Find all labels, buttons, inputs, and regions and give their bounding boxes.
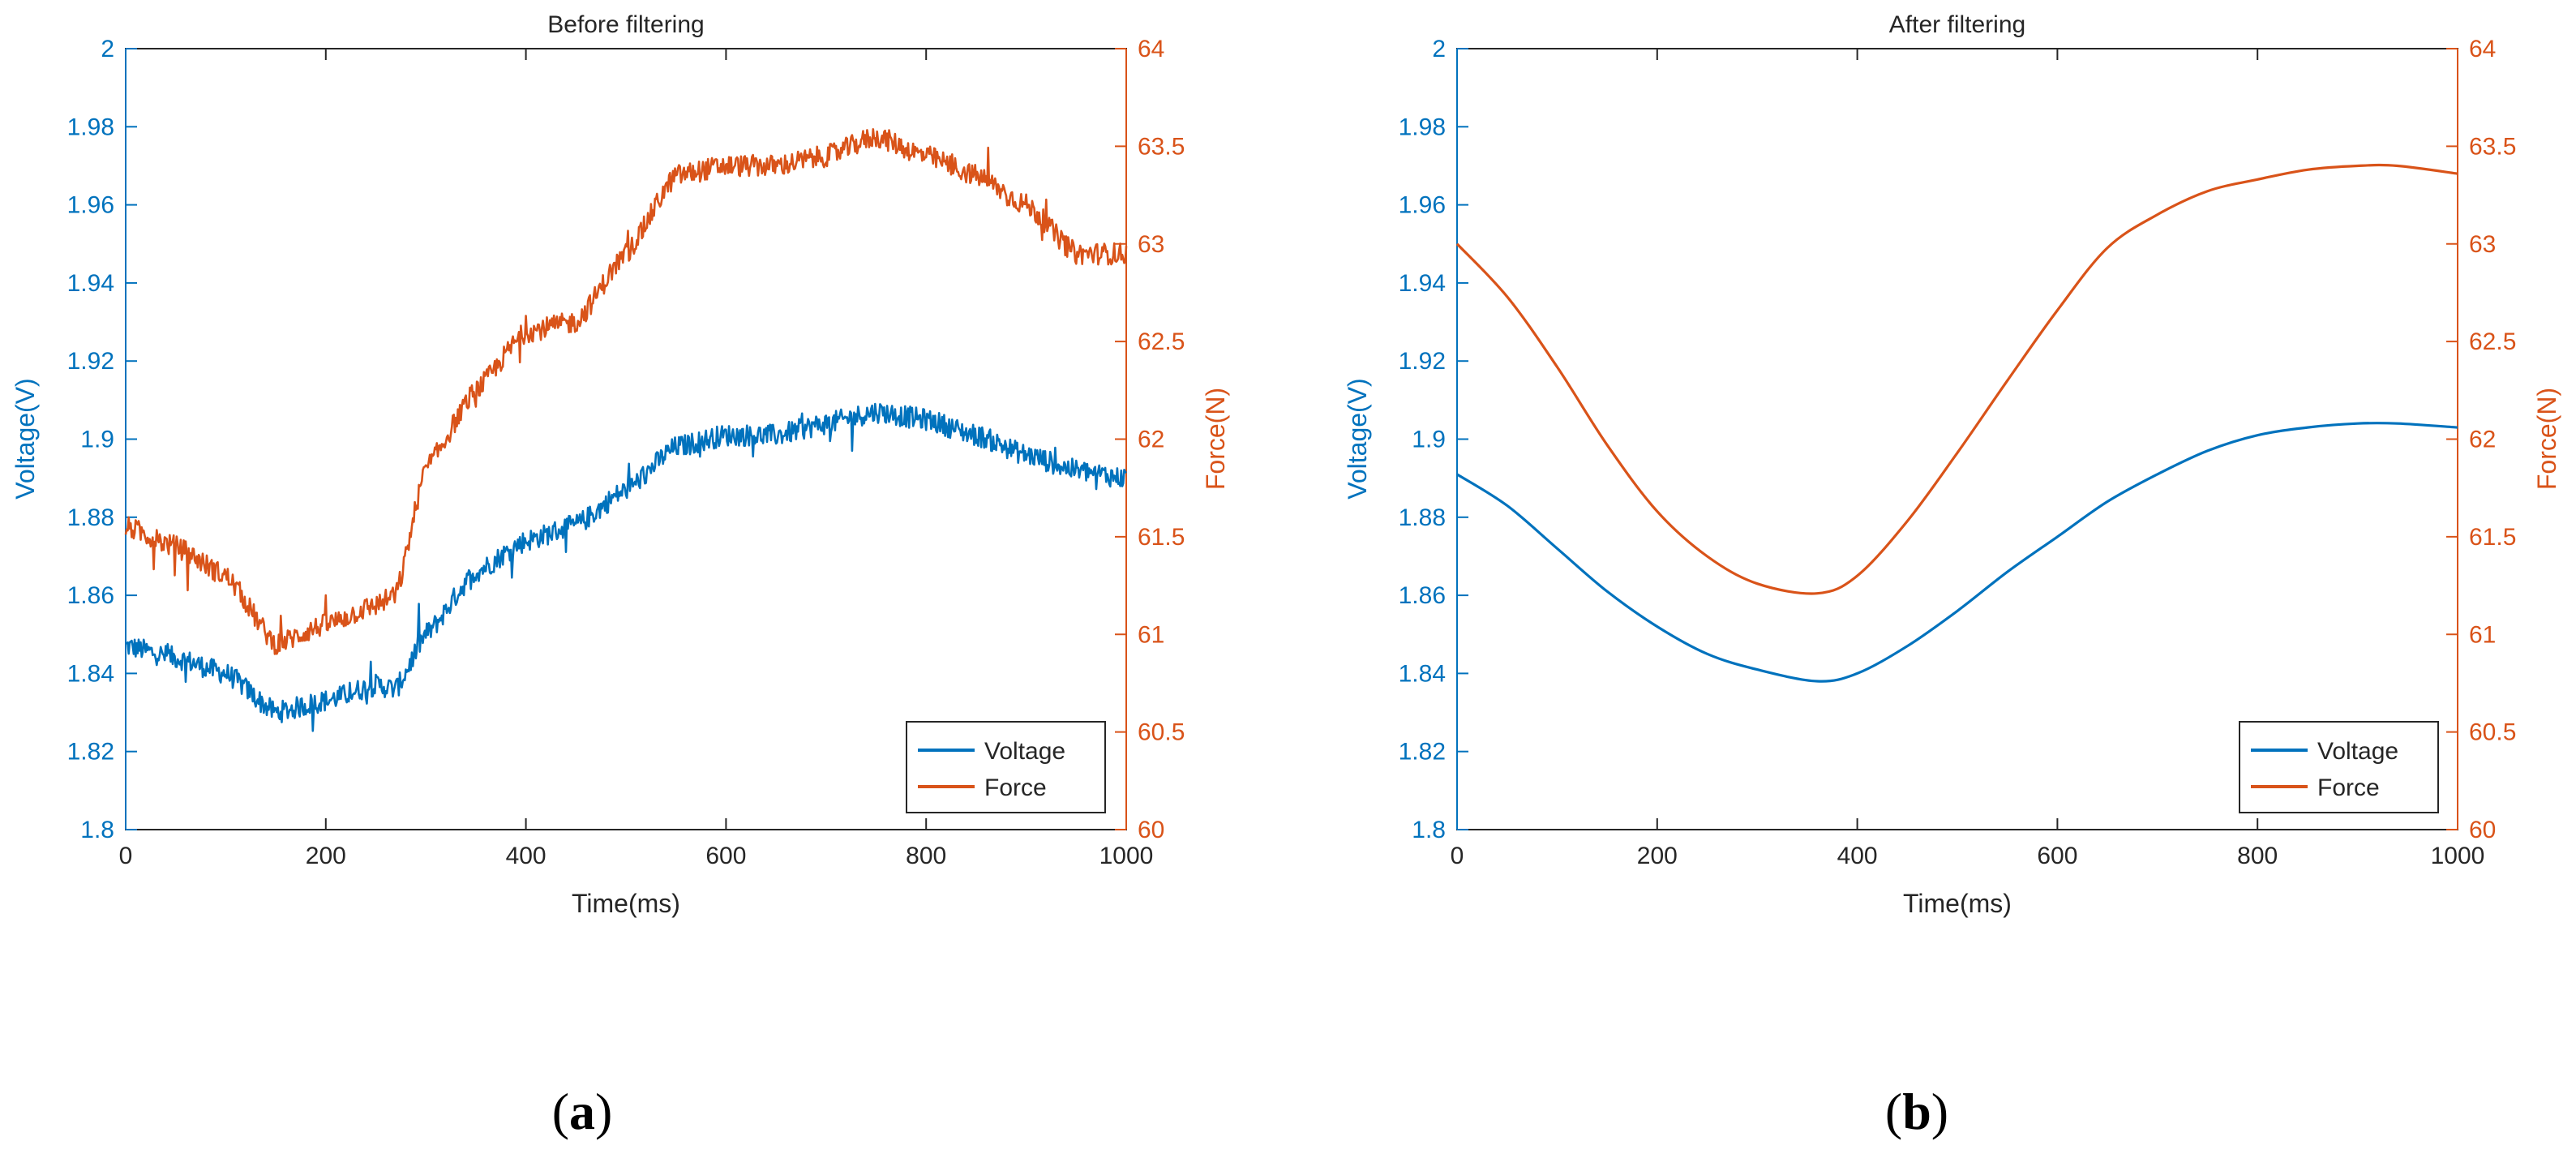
y-left-tick-label-a: 1.82 [67, 739, 114, 766]
x-tick-label-b: 600 [2037, 843, 2077, 869]
legend-label-voltage-a: Voltage [984, 738, 1065, 765]
y-left-tick-label-a: 1.94 [67, 270, 114, 297]
legend-a: Voltage Force [906, 721, 1106, 813]
y-left-tick-label-a: 1.88 [67, 504, 114, 531]
x-axis-label-b: Time(ms) [1903, 889, 2012, 918]
y-right-tick-label-b: 62 [2469, 427, 2496, 453]
y-left-tick-label-a: 1.8 [80, 817, 114, 843]
chart-panel-b: 0 200 400 600 800 1000 1.8 1.82 1.84 1.86 1.88 1.9… [1343, 11, 2561, 1140]
y-right-ticks-b: 60 60.5 61 61.5 62 62.5 63 63.5 64 [2446, 36, 2516, 843]
y-left-tick-label-b: 1.84 [1399, 660, 1446, 687]
y-right-tick-label-b: 61 [2469, 621, 2496, 648]
chart-title-a: Before filtering [547, 11, 704, 38]
y-left-tick-label-a: 1.86 [67, 582, 114, 609]
y-right-tick-label-b: 63 [2469, 231, 2496, 258]
y-left-tick-label-a: 1.92 [67, 348, 114, 375]
x-ticks-a: 0 200 400 600 800 1000 [119, 49, 1154, 869]
y-right-tick-label-a: 62.5 [1138, 328, 1185, 355]
x-tick-label-a: 0 [119, 843, 133, 869]
x-tick-label-a: 600 [705, 843, 746, 869]
y-right-tick-label-a: 64 [1138, 36, 1164, 62]
y-left-tick-label-a: 2 [101, 36, 114, 62]
legend-b: Voltage Force [2239, 721, 2439, 813]
series-line-force-a [124, 128, 1128, 655]
y-right-tick-label-b: 63.5 [2469, 133, 2516, 160]
y-left-tick-label-a: 1.84 [67, 660, 114, 687]
y-left-tick-label-b: 1.88 [1399, 504, 1446, 531]
y-left-tick-label-a: 1.98 [67, 114, 114, 140]
svg-text:(b): (b) [1885, 1083, 1948, 1140]
y-right-ticks-a: 60 60.5 61 61.5 62 62.5 63 63.5 64 [1115, 36, 1185, 843]
x-axis-label-a: Time(ms) [572, 889, 680, 918]
legend-label-voltage-b: Voltage [2317, 738, 2398, 765]
y-left-tick-label-b: 1.9 [1412, 427, 1446, 453]
x-tick-label-b: 200 [1637, 843, 1678, 869]
x-tick-label-b: 400 [1837, 843, 1878, 869]
series-line-voltage-a [125, 402, 1127, 732]
y-right-tick-label-b: 61.5 [2469, 524, 2516, 551]
x-tick-label-a: 800 [906, 843, 946, 869]
y-right-tick-label-b: 62.5 [2469, 328, 2516, 355]
y-right-tick-label-b: 60 [2469, 817, 2496, 843]
y-left-axis-label-a: Voltage(V) [11, 378, 40, 499]
legend-label-force-a: Force [984, 774, 1047, 801]
y-right-tick-label-a: 60.5 [1138, 719, 1185, 746]
legend-box-a [906, 721, 1106, 813]
series-line-voltage-b [1456, 422, 2458, 683]
subfigure-close-paren-a: ) [595, 1083, 612, 1140]
series-group-a [124, 128, 1128, 732]
y-left-tick-label-b: 1.86 [1399, 582, 1446, 609]
y-right-tick-label-a: 63.5 [1138, 133, 1185, 160]
legend-box-b [2239, 721, 2439, 813]
y-left-tick-label-b: 1.92 [1399, 348, 1446, 375]
y-left-tick-label-b: 1.96 [1399, 192, 1446, 219]
y-right-tick-label-a: 61.5 [1138, 524, 1185, 551]
chart-panel-a: 0 200 400 600 800 1000 1.8 1.82 1.84 1.86 1.88 1.9… [11, 11, 1230, 1140]
x-tick-label-a: 400 [506, 843, 546, 869]
y-right-tick-label-b: 64 [2469, 36, 2496, 62]
subfigure-letter-a: a [569, 1083, 595, 1140]
y-left-tick-label-b: 2 [1432, 36, 1446, 62]
plot-area-a [125, 48, 1127, 830]
subfigure-open-paren-a: ( [552, 1083, 569, 1140]
subfigure-label-b: (b) [1885, 1083, 1948, 1140]
x-tick-label-b: 1000 [2431, 843, 2485, 869]
subfigure-label-a: (a) [552, 1083, 613, 1140]
y-right-tick-label-a: 61 [1138, 621, 1164, 648]
y-left-axis-label-b: Voltage(V) [1343, 378, 1372, 499]
chart-title-b: After filtering [1889, 11, 2025, 38]
y-right-axis-label-b: Force(N) [2532, 388, 2561, 490]
y-left-tick-label-b: 1.8 [1412, 817, 1446, 843]
y-left-ticks-b: 1.8 1.82 1.84 1.86 1.88 1.9 1.92 1.94 1.96 1.98 2 [1399, 36, 1468, 843]
y-right-tick-label-b: 60.5 [2469, 719, 2516, 746]
series-group-b [1455, 163, 2458, 683]
plot-area-b [1456, 48, 2458, 830]
y-right-tick-label-a: 63 [1138, 231, 1164, 258]
subfigure-letter-b: b [1902, 1083, 1931, 1140]
x-tick-label-b: 0 [1451, 843, 1464, 869]
y-left-tick-label-b: 1.94 [1399, 270, 1446, 297]
x-tick-label-a: 1000 [1099, 843, 1154, 869]
x-tick-label-b: 800 [2237, 843, 2278, 869]
subfigure-open-paren-b: ( [1885, 1083, 1902, 1140]
y-left-tick-label-a: 1.96 [67, 192, 114, 219]
y-left-tick-label-b: 1.82 [1399, 739, 1446, 766]
y-right-axis-label-a: Force(N) [1201, 388, 1230, 490]
y-right-tick-label-a: 60 [1138, 817, 1164, 843]
svg-text:(a): (a) [552, 1083, 613, 1140]
subfigure-close-paren-b: ) [1931, 1083, 1948, 1140]
x-tick-label-a: 200 [306, 843, 346, 869]
legend-label-force-b: Force [2317, 774, 2380, 801]
y-left-ticks-a: 1.8 1.82 1.84 1.86 1.88 1.9 1.92 1.94 1.96 1.98 2 [67, 36, 137, 843]
y-left-tick-label-a: 1.9 [80, 427, 114, 453]
y-right-tick-label-a: 62 [1138, 427, 1164, 453]
series-line-force-b [1455, 163, 2458, 595]
y-left-tick-label-b: 1.98 [1399, 114, 1446, 140]
